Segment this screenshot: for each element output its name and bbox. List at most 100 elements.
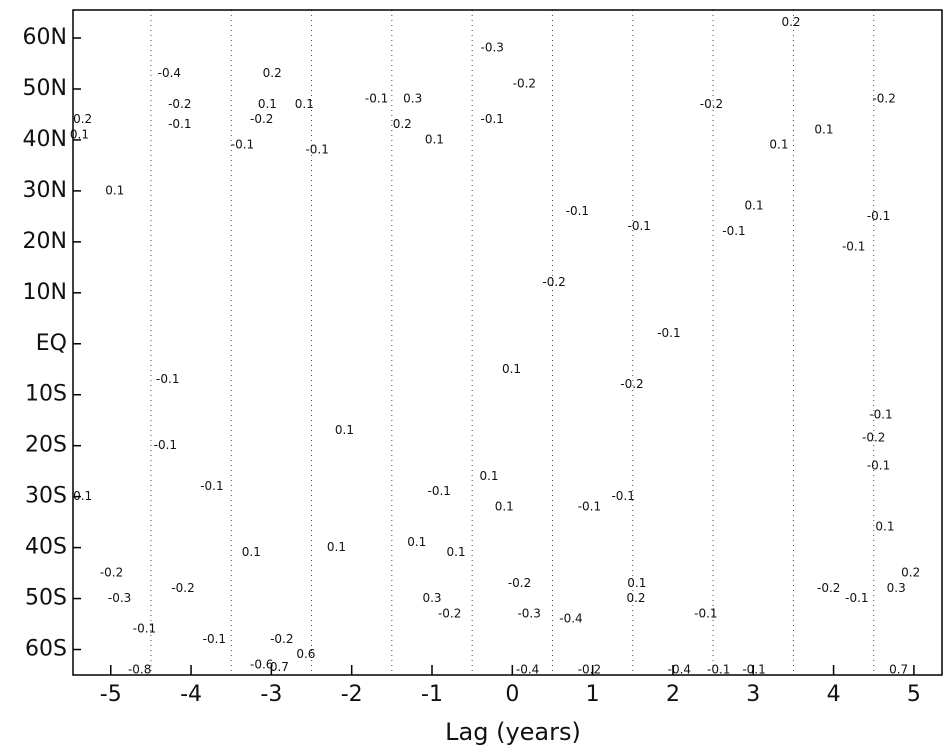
- contour-label: -0.1: [481, 112, 504, 126]
- contour-label: -0.1: [845, 591, 868, 605]
- contour-label: 0.1: [769, 138, 788, 152]
- contour-label: 0.1: [627, 576, 646, 590]
- x-tick-label: -5: [100, 682, 122, 707]
- contour-label: 0.1: [242, 545, 261, 559]
- x-tick-label: 0: [505, 682, 519, 707]
- contour-label: -0.2: [168, 97, 191, 111]
- contour-label: -0.1: [428, 484, 451, 498]
- x-tick-label: -2: [341, 682, 363, 707]
- contour-label: -0.2: [578, 662, 601, 676]
- contour-label: 0.1: [479, 469, 498, 483]
- y-tick-label: 30N: [23, 178, 67, 203]
- contour-label: -0.4: [559, 611, 582, 625]
- contour-label: -0.1: [566, 204, 589, 218]
- contour-label: 0.1: [70, 127, 89, 141]
- contour-label: 0.1: [105, 183, 124, 197]
- contour-label: 0.2: [781, 15, 800, 29]
- contour-label: -0.1: [611, 489, 634, 503]
- contour-label: 0.3: [887, 581, 906, 595]
- y-tick-label: 30S: [25, 484, 67, 509]
- y-tick-label: 40S: [25, 535, 67, 560]
- contour-label: -0.1: [867, 209, 890, 223]
- contour-label: 0.1: [814, 122, 833, 136]
- contour-label: -0.1: [305, 143, 328, 157]
- y-tick-label: EQ: [36, 331, 67, 356]
- contour-label: -0.1: [867, 459, 890, 473]
- contour-label: -0.2: [862, 431, 885, 445]
- y-tick-label: 20S: [25, 433, 67, 458]
- y-tick-label: 40N: [23, 127, 67, 152]
- contour-label: 0.1: [425, 132, 444, 146]
- contour-label: 0.6: [296, 647, 315, 661]
- y-tick-label: 60S: [25, 637, 67, 662]
- y-tick-label: 20N: [23, 229, 67, 254]
- contour-label: 0.1: [327, 540, 346, 554]
- contour-label: -0.2: [508, 576, 531, 590]
- x-tick-label: -3: [260, 682, 282, 707]
- contour-label: -0.1: [365, 92, 388, 106]
- contour-label: -0.2: [817, 581, 840, 595]
- contour-label: -0.1: [722, 224, 745, 238]
- x-axis-title: Lag (years): [445, 718, 581, 746]
- contour-label: 0.1: [407, 535, 426, 549]
- contour-label: 0.7: [270, 660, 289, 674]
- contour-label: -0.2: [542, 275, 565, 289]
- contour-label: 0.1: [73, 489, 92, 503]
- contour-label: 0.3: [403, 92, 422, 106]
- contour-label: -0.1: [842, 239, 865, 253]
- contour-label: -0.2: [872, 92, 895, 106]
- y-tick-label: 60N: [23, 25, 67, 50]
- contour-label: 0.1: [447, 545, 466, 559]
- x-tick-label: -4: [180, 682, 202, 707]
- y-tick-label: 50N: [23, 76, 67, 101]
- x-tick-label: 2: [666, 682, 680, 707]
- contour-label: -0.2: [620, 377, 643, 391]
- contour-label: 0.2: [626, 591, 645, 605]
- contour-label: -0.1: [200, 479, 223, 493]
- contour-label: -0.1: [742, 662, 765, 676]
- x-tick-label: -1: [421, 682, 443, 707]
- contour-label: -0.1: [628, 219, 651, 233]
- x-tick-label: 5: [907, 682, 921, 707]
- contour-label: -0.1: [707, 662, 730, 676]
- contour-label: 0.2: [73, 112, 92, 126]
- contour-label: 0.2: [393, 117, 412, 131]
- contour-label: 0.2: [263, 66, 282, 80]
- contour-label: -0.2: [270, 632, 293, 646]
- contour-label: 0.1: [295, 97, 314, 111]
- contour-label: -0.3: [517, 606, 540, 620]
- contour-label: -0.1: [657, 326, 680, 340]
- contour-label: -0.2: [100, 566, 123, 580]
- contour-label: -0.1: [203, 632, 226, 646]
- contour-label: -0.2: [513, 76, 536, 90]
- contour-label: -0.2: [700, 97, 723, 111]
- contour-label: -0.2: [438, 606, 461, 620]
- contour-label: 0.1: [745, 199, 764, 213]
- contour-label: 0.1: [335, 423, 354, 437]
- contour-label: -0.4: [158, 66, 181, 80]
- contour-label: -0.1: [869, 408, 892, 422]
- contour-label: -0.4: [516, 662, 539, 676]
- plot-frame: [72, 9, 943, 676]
- contour-label: -0.2: [171, 581, 194, 595]
- x-tick-label: 3: [746, 682, 760, 707]
- contour-label: 0.1: [502, 362, 521, 376]
- contour-label: 0.1: [258, 97, 277, 111]
- contour-label: -0.1: [231, 138, 254, 152]
- contour-label: -0.6: [250, 657, 273, 671]
- x-tick-label: 1: [586, 682, 600, 707]
- contour-label: 0.1: [495, 499, 514, 513]
- y-tick-label: 10S: [25, 382, 67, 407]
- contour-label: -0.3: [481, 41, 504, 55]
- contour-label: 0.1: [875, 520, 894, 534]
- contour-label: -0.1: [156, 372, 179, 386]
- y-tick-label: 50S: [25, 586, 67, 611]
- x-tick-label: 4: [827, 682, 841, 707]
- y-tick-label: 10N: [23, 280, 67, 305]
- contour-label: -0.2: [250, 112, 273, 126]
- contour-label: 0.7: [889, 662, 908, 676]
- contour-label: 0.2: [901, 566, 920, 580]
- contour-label: -0.1: [694, 606, 717, 620]
